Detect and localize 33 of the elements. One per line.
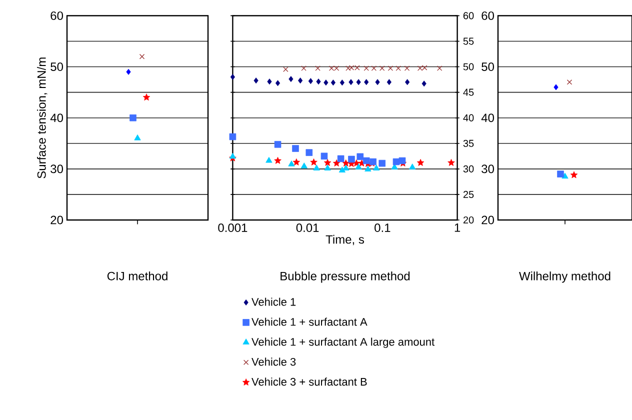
text: Bubble pressure method [280, 272, 410, 283]
legend-label: Vehicle 1 [252, 298, 296, 306]
text: Wilhelmy method [519, 272, 610, 283]
y-tick-label: 20 [463, 216, 474, 224]
y-tick-label: 50 [463, 63, 474, 70]
y-tick-label: 50 [482, 62, 494, 72]
x-tick-label: 0.01 [296, 224, 319, 232]
y-tick-label: 20 [50, 216, 64, 224]
y-tick-label: 45 [463, 88, 474, 96]
y-tick-label: 40 [463, 114, 474, 122]
y-tick-label: 20 [482, 216, 494, 224]
legend-label: Vehicle 1 + surfactant A large amount [252, 338, 435, 348]
y-tick-label: 55 [463, 38, 474, 45]
y-tick-label: 30 [50, 164, 64, 174]
y-tick-label: 35 [463, 140, 474, 147]
y-tick-label: 25 [463, 190, 474, 198]
y-tick-label: 60 [50, 11, 64, 20]
y-tick-label: 30 [482, 164, 494, 174]
y-tick-label: 50 [50, 62, 64, 72]
legend-label: Vehicle 1 + surfactant A [252, 318, 368, 326]
x-axis-title: Time, s [326, 234, 364, 246]
x-tick-label: 1 [454, 224, 460, 232]
x-tick-label: 0.1 [374, 224, 390, 232]
y-tick-label: 30 [463, 165, 474, 172]
y-tick-label: 40 [481, 114, 494, 122]
x-tick-label: 0.001 [218, 224, 248, 232]
legend-label: Vehicle 3 + surfactant B [252, 378, 367, 386]
legend-label: Vehicle 3 [252, 358, 296, 366]
y-axis-title: Surface tension, mN/m [37, 58, 48, 178]
text: CIJ method [107, 272, 168, 280]
y-tick-label: 60 [463, 12, 474, 20]
y-tick-label: 40 [50, 114, 64, 122]
y-tick-label: 60 [482, 11, 494, 20]
